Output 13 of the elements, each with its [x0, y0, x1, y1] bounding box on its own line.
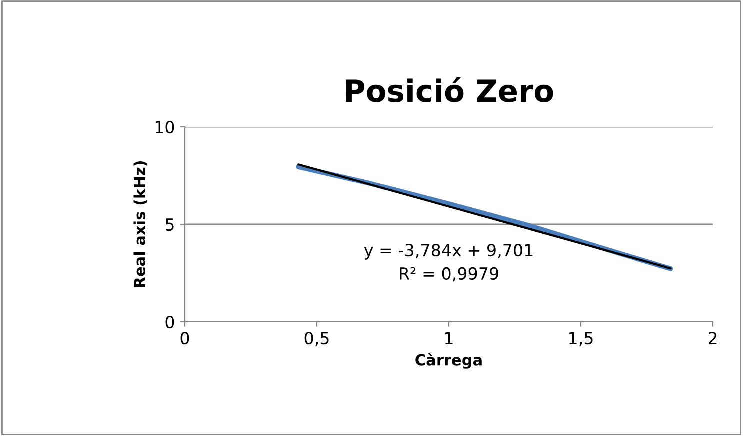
- annotation: y = -3,784x + 9,701: [364, 244, 533, 260]
- x-tick-label: 2: [708, 332, 717, 344]
- y-tick-label: 10: [156, 120, 174, 134]
- x-tick-label: 0: [180, 332, 190, 345]
- x-axis-title: Càrrega: [416, 353, 482, 369]
- chart-title: Posició Zero: [346, 78, 554, 102]
- x-tick-label: 0,5: [304, 332, 329, 346]
- y-tick-label: 5: [166, 218, 174, 232]
- y-tick-label: 0: [166, 316, 174, 329]
- x-tick-label: 1,5: [570, 332, 593, 346]
- annotation: R² = 0,9979: [400, 267, 498, 282]
- x-tick-label: 1: [446, 332, 453, 344]
- y-axis-title: Real axis (kHz): [134, 162, 148, 288]
